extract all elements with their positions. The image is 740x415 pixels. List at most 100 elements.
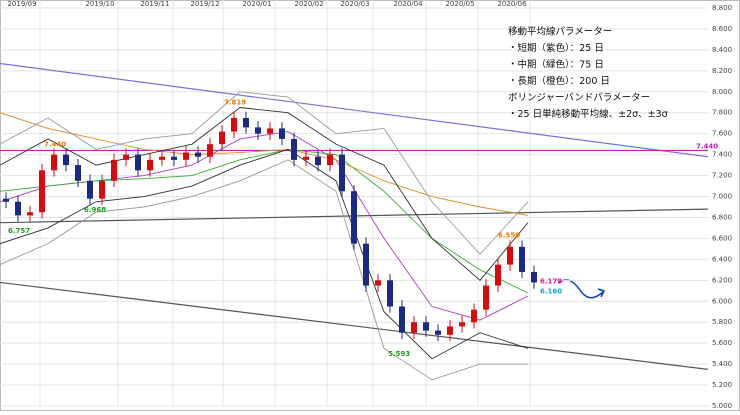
indicator-line	[0, 159, 528, 381]
y-tick-label: 8.600	[712, 25, 732, 33]
candle-body	[231, 117, 237, 132]
x-tick-label: 2020/03	[340, 0, 369, 8]
candle-body	[435, 330, 441, 335]
x-tick-label: 2019/11	[140, 0, 169, 8]
candle-body	[303, 156, 309, 160]
candle-body	[99, 180, 105, 199]
candle-body	[111, 159, 117, 181]
candle-body	[243, 117, 249, 128]
candle-body	[255, 127, 261, 134]
candle-body	[183, 152, 189, 160]
y-tick-label: 5.000	[712, 402, 732, 410]
arrow-head	[597, 288, 606, 298]
candle-body	[471, 309, 477, 323]
candle-body	[39, 170, 45, 213]
candle-body	[135, 154, 141, 171]
candle-body	[495, 264, 501, 286]
candle-body	[531, 271, 537, 283]
price-label: 6.550	[498, 232, 520, 240]
candle-body	[171, 156, 177, 160]
y-tick-label: 6.400	[712, 255, 732, 263]
x-tick-label: 2020/02	[294, 0, 323, 8]
price-label: 5.593	[388, 350, 410, 358]
trend-line	[0, 281, 709, 370]
candle-body	[207, 144, 213, 157]
y-tick-label: 6.000	[712, 297, 732, 305]
indicator-line	[0, 91, 529, 255]
y-tick-label: 5.400	[712, 360, 732, 368]
candle-body	[147, 159, 153, 171]
candle-body	[351, 191, 357, 244]
candle-body	[327, 154, 333, 166]
candle-body	[315, 156, 321, 166]
candle-body	[399, 306, 405, 333]
candle-body	[87, 180, 93, 199]
candle-body	[375, 280, 381, 286]
trend-line	[0, 62, 709, 158]
candle-body	[387, 280, 393, 307]
x-tick-label: 2020/06	[497, 0, 527, 8]
candle-body	[267, 128, 273, 134]
y-tick-label: 7.800	[712, 109, 732, 117]
price-label: 7.819	[224, 99, 246, 107]
candle-body	[279, 128, 285, 139]
x-tick-label: 2020/01	[242, 0, 271, 8]
indicator-line	[0, 112, 529, 216]
candle-body	[507, 246, 513, 265]
y-tick-label: 6.600	[712, 234, 732, 242]
candle-body	[411, 322, 417, 333]
price-label: 6.757	[8, 227, 30, 235]
y-tick-label: 5.600	[712, 339, 732, 347]
note-line: ボリンジャーバンドパラメーター	[508, 93, 650, 104]
y-tick-label: 5.200	[712, 381, 732, 389]
y-tick-label: 8.000	[712, 88, 732, 96]
note-line: 移動平均線パラメーター	[508, 26, 612, 38]
x-tick-label: 2019/10	[85, 0, 114, 8]
price-label: 7.440	[696, 142, 718, 150]
candle-body	[15, 201, 21, 216]
note-line: ・短期（紫色）：25 日	[508, 42, 604, 54]
x-tick-label: 2020/05	[445, 0, 474, 8]
candle-body	[447, 326, 453, 335]
x-tick-label: 2019/09	[7, 0, 36, 8]
note-line: ・中期（緑色）：75 日	[508, 59, 604, 71]
y-tick-label: 6.800	[712, 213, 732, 221]
price-label: 7.440	[44, 140, 66, 148]
y-tick-label: 6.200	[712, 276, 732, 284]
x-tick-label: 2020/04	[393, 0, 423, 8]
price-label: 6.179	[540, 278, 562, 286]
price-label: 6.968	[84, 206, 106, 214]
candle-body	[195, 152, 201, 157]
y-tick-label: 5.800	[712, 318, 732, 326]
y-tick-label: 7.400	[712, 151, 732, 159]
price-label: 6.160	[540, 288, 562, 296]
x-tick-label: 2019/12	[190, 0, 219, 8]
y-tick-label: 7.000	[712, 193, 732, 201]
candle-body	[75, 165, 81, 181]
candle-body	[51, 154, 57, 171]
candle-body	[519, 246, 525, 272]
candle-body	[123, 154, 129, 160]
candle-body	[423, 322, 429, 331]
candle-body	[159, 156, 165, 160]
y-tick-label: 7.200	[712, 172, 732, 180]
y-tick-label: 7.600	[712, 130, 732, 138]
note-line: ・長期（橙色）：200 日	[508, 75, 610, 87]
candle-body	[291, 138, 297, 160]
candle-body	[219, 131, 225, 145]
y-tick-label: 8.800	[712, 4, 732, 12]
indicator-line	[0, 107, 529, 281]
candle-body	[3, 198, 9, 202]
candle-body	[459, 322, 465, 327]
note-line: ・25 日単純移動平均線、±2σ、±3σ	[508, 108, 668, 120]
y-tick-label: 8.200	[712, 67, 732, 75]
candle-body	[27, 212, 33, 216]
candle-body	[63, 154, 69, 166]
candle-body	[339, 154, 345, 192]
indicator-line	[0, 148, 529, 360]
candle-body	[483, 285, 489, 310]
y-tick-label: 8.400	[712, 46, 732, 54]
candle-body	[363, 243, 369, 286]
